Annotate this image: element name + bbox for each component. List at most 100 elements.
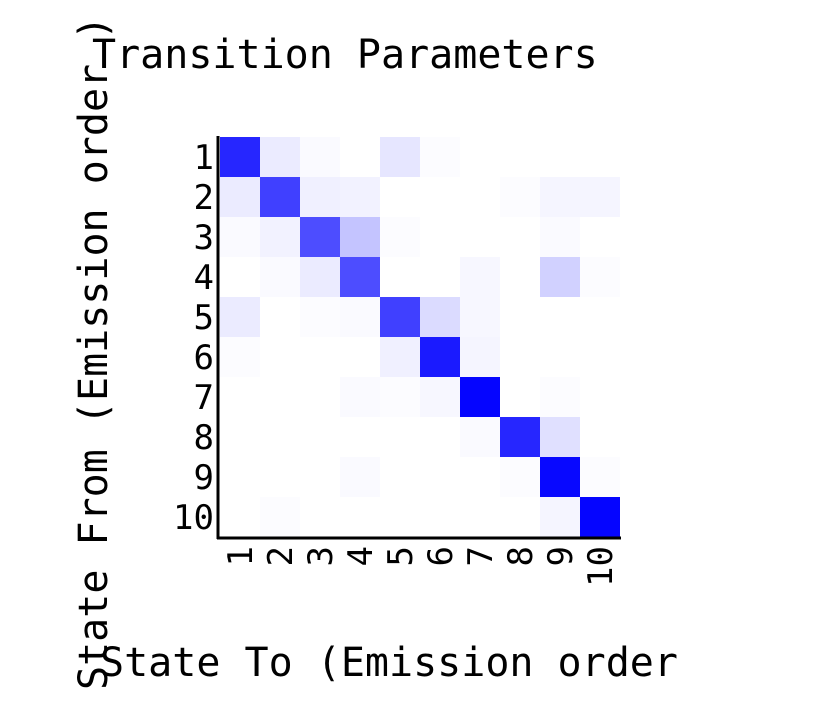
heatmap-cell-4-1 bbox=[220, 257, 260, 297]
heatmap-cell-7-2 bbox=[260, 377, 300, 417]
heatmap-cell-10-1 bbox=[220, 497, 260, 537]
heatmap-cell-4-10 bbox=[580, 257, 620, 297]
heatmap-cell-2-3 bbox=[300, 177, 340, 217]
heatmap-cell-6-4 bbox=[340, 337, 380, 377]
heatmap-cell-10-3 bbox=[300, 497, 340, 537]
x-tick-label: 9 bbox=[541, 546, 581, 566]
heatmap-cell-9-5 bbox=[380, 457, 420, 497]
y-tick-label: 10 bbox=[173, 498, 214, 538]
y-tick-label: 4 bbox=[194, 258, 214, 298]
heatmap-cell-2-9 bbox=[540, 177, 580, 217]
heatmap-cell-1-10 bbox=[580, 137, 620, 177]
heatmap-cell-6-8 bbox=[500, 337, 540, 377]
heatmap-cell-3-7 bbox=[460, 217, 500, 257]
heatmap-cell-5-2 bbox=[260, 297, 300, 337]
heatmap-cell-2-7 bbox=[460, 177, 500, 217]
heatmap-cell-8-4 bbox=[340, 417, 380, 457]
heatmap-cell-9-2 bbox=[260, 457, 300, 497]
heatmap-cell-7-3 bbox=[300, 377, 340, 417]
heatmap-cell-3-10 bbox=[580, 217, 620, 257]
heatmap-cell-10-2 bbox=[260, 497, 300, 537]
heatmap-cell-7-4 bbox=[340, 377, 380, 417]
heatmap-cell-7-1 bbox=[220, 377, 260, 417]
heatmap-cell-6-9 bbox=[540, 337, 580, 377]
heatmap-cell-6-10 bbox=[580, 337, 620, 377]
heatmap-cell-5-8 bbox=[500, 297, 540, 337]
heatmap-cell-6-3 bbox=[300, 337, 340, 377]
y-tick-label: 9 bbox=[194, 458, 214, 498]
heatmap-cell-1-6 bbox=[420, 137, 460, 177]
heatmap-cell-8-7 bbox=[460, 417, 500, 457]
heatmap-cell-6-6 bbox=[420, 337, 460, 377]
x-tick-label: 1 bbox=[221, 546, 261, 566]
heatmap-cell-1-9 bbox=[540, 137, 580, 177]
x-tick-label: 5 bbox=[381, 546, 421, 566]
heatmap-cell-3-2 bbox=[260, 217, 300, 257]
heatmap-cell-7-9 bbox=[540, 377, 580, 417]
heatmap-cell-4-8 bbox=[500, 257, 540, 297]
heatmap-cell-4-3 bbox=[300, 257, 340, 297]
chart-title: Transition Parameters bbox=[92, 32, 598, 78]
y-tick-label: 2 bbox=[194, 178, 214, 218]
heatmap-cell-1-3 bbox=[300, 137, 340, 177]
heatmap-cell-1-2 bbox=[260, 137, 300, 177]
heatmap-cell-5-6 bbox=[420, 297, 460, 337]
x-tick-label: 4 bbox=[341, 546, 381, 566]
heatmap-cell-7-6 bbox=[420, 377, 460, 417]
heatmap-cell-5-9 bbox=[540, 297, 580, 337]
heatmap-cell-2-10 bbox=[580, 177, 620, 217]
x-tick-label: 7 bbox=[461, 546, 501, 566]
heatmap-cell-7-10 bbox=[580, 377, 620, 417]
heatmap-cell-10-9 bbox=[540, 497, 580, 537]
heatmap-cell-1-7 bbox=[460, 137, 500, 177]
heatmap-cell-8-8 bbox=[500, 417, 540, 457]
y-tick-label: 1 bbox=[194, 138, 214, 178]
heatmap-cell-7-8 bbox=[500, 377, 540, 417]
heatmap-cell-8-3 bbox=[300, 417, 340, 457]
x-tick-label: 2 bbox=[261, 546, 301, 566]
heatmap-cell-5-5 bbox=[380, 297, 420, 337]
heatmap-cell-1-4 bbox=[340, 137, 380, 177]
heatmap-cell-2-2 bbox=[260, 177, 300, 217]
heatmap-cell-8-2 bbox=[260, 417, 300, 457]
heatmap-cell-3-4 bbox=[340, 217, 380, 257]
heatmap-cell-8-9 bbox=[540, 417, 580, 457]
heatmap-cell-6-5 bbox=[380, 337, 420, 377]
heatmap-cell-9-9 bbox=[540, 457, 580, 497]
x-axis-label: State To (Emission order bbox=[100, 640, 678, 686]
y-tick-label: 3 bbox=[194, 218, 214, 258]
heatmap-cell-9-8 bbox=[500, 457, 540, 497]
heatmap-cell-4-5 bbox=[380, 257, 420, 297]
x-tick-label: 3 bbox=[301, 546, 341, 566]
heatmap-cell-3-3 bbox=[300, 217, 340, 257]
heatmap-cell-5-10 bbox=[580, 297, 620, 337]
heatmap-cell-10-5 bbox=[380, 497, 420, 537]
heatmap-cell-1-1 bbox=[220, 137, 260, 177]
heatmap-cell-3-5 bbox=[380, 217, 420, 257]
heatmap-cell-9-6 bbox=[420, 457, 460, 497]
heatmap-cell-1-5 bbox=[380, 137, 420, 177]
heatmap-cell-3-9 bbox=[540, 217, 580, 257]
heatmap-cell-7-7 bbox=[460, 377, 500, 417]
x-tick-labels: 1 2 3 4 5 6 7 8 9 10 bbox=[221, 546, 621, 587]
heatmap-cell-3-1 bbox=[220, 217, 260, 257]
heatmap-cell-8-5 bbox=[380, 417, 420, 457]
heatmap-cell-9-4 bbox=[340, 457, 380, 497]
heatmap-cell-10-8 bbox=[500, 497, 540, 537]
x-tick-label: 10 bbox=[581, 546, 621, 587]
heatmap-cell-2-5 bbox=[380, 177, 420, 217]
heatmap-cell-4-9 bbox=[540, 257, 580, 297]
heatmap-cell-10-4 bbox=[340, 497, 380, 537]
y-axis-label: State From (Emission order ) bbox=[71, 16, 117, 690]
heatmap-cell-2-1 bbox=[220, 177, 260, 217]
heatmap-cell-9-7 bbox=[460, 457, 500, 497]
heatmap-cell-10-6 bbox=[420, 497, 460, 537]
heatmap-cell-8-1 bbox=[220, 417, 260, 457]
heatmap-cell-2-6 bbox=[420, 177, 460, 217]
heatmap-cell-5-4 bbox=[340, 297, 380, 337]
heatmap-cells bbox=[220, 137, 620, 537]
heatmap-cell-2-4 bbox=[340, 177, 380, 217]
